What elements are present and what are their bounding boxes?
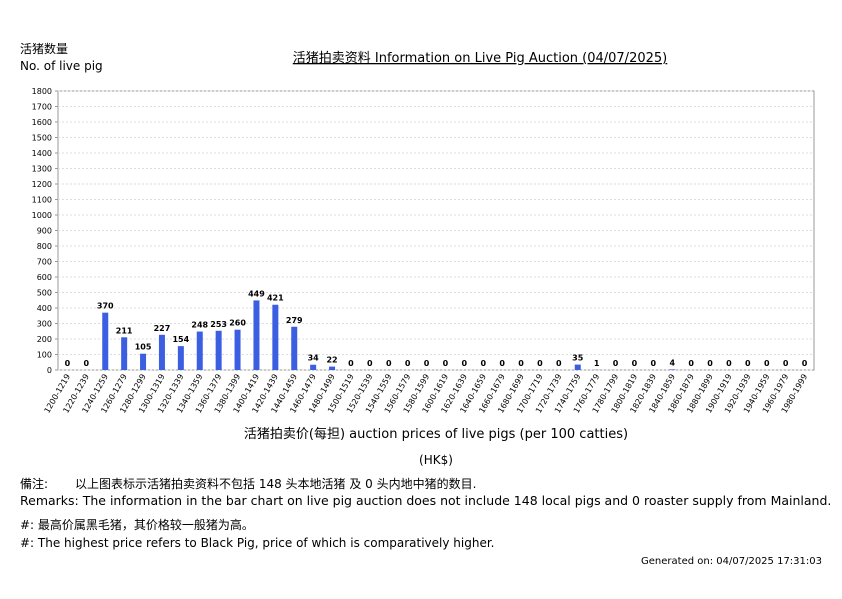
value-label: 279 — [286, 316, 303, 325]
y-tick-label: 1200 — [32, 180, 52, 189]
y-tick-label: 1100 — [32, 196, 52, 205]
bar — [669, 369, 675, 370]
value-label: 0 — [480, 359, 486, 368]
chart-title: 活猪拍卖资料 Information on Live Pig Auction (… — [293, 51, 667, 66]
bar — [253, 300, 259, 370]
x-axis-label: 活猪拍卖价(每担) auction prices of live pigs (p… — [244, 426, 628, 442]
value-label: 0 — [651, 359, 657, 368]
y-tick-label: 1000 — [32, 211, 52, 220]
remark-cn: 以上图表标示活猪拍卖资料不包括 148 头本地活猪 及 0 头内地中猪的数目. — [75, 476, 476, 491]
value-label: 0 — [518, 359, 524, 368]
value-label: 0 — [556, 359, 562, 368]
note-en: #: The highest price refers to Black Pig… — [20, 536, 494, 550]
value-label: 0 — [367, 359, 373, 368]
value-label: 34 — [308, 354, 320, 363]
y-tick-label: 1800 — [32, 87, 52, 96]
value-label: 0 — [462, 359, 468, 368]
remark-label: 備注: — [20, 476, 48, 491]
value-label: 0 — [726, 359, 732, 368]
y-label-en: No. of live pig — [20, 59, 103, 73]
y-tick-label: 1300 — [32, 165, 52, 174]
bar — [235, 330, 241, 370]
value-label: 227 — [154, 324, 171, 333]
y-tick-label: 1500 — [32, 134, 52, 143]
value-label: 248 — [191, 321, 208, 330]
value-label: 105 — [135, 343, 152, 352]
y-tick-label: 600 — [37, 273, 52, 282]
bar — [102, 313, 108, 370]
value-label: 0 — [764, 359, 770, 368]
value-label: 253 — [210, 320, 227, 329]
value-label: 0 — [405, 359, 411, 368]
value-label: 449 — [248, 289, 265, 298]
y-tick-label: 1700 — [32, 103, 52, 112]
value-label: 0 — [84, 359, 90, 368]
value-label: 0 — [537, 359, 543, 368]
y-tick-label: 700 — [37, 258, 52, 267]
value-label: 0 — [707, 359, 713, 368]
value-label: 211 — [116, 326, 133, 335]
bar — [329, 367, 335, 370]
value-label: 260 — [229, 319, 246, 328]
bar — [197, 332, 203, 370]
y-tick-label: 300 — [37, 320, 52, 329]
generated: Generated on: 04/07/2025 17:31:03 — [641, 556, 822, 567]
bar — [140, 354, 146, 370]
bar — [310, 365, 316, 370]
y-tick-label: 1600 — [32, 118, 52, 127]
value-label: 421 — [267, 294, 284, 303]
bar — [575, 365, 581, 370]
y-tick-label: 100 — [37, 351, 52, 360]
y-tick-label: 0 — [47, 366, 52, 375]
y-tick-label: 900 — [37, 227, 52, 236]
value-label: 0 — [688, 359, 694, 368]
value-label: 22 — [326, 356, 337, 365]
value-label: 0 — [632, 359, 638, 368]
value-label: 154 — [172, 335, 189, 344]
y-label-cn: 活猪数量 — [20, 41, 68, 56]
value-label: 0 — [613, 359, 619, 368]
value-label: 0 — [783, 359, 789, 368]
bar — [178, 346, 184, 370]
y-tick-label: 200 — [37, 335, 52, 344]
y-tick-label: 500 — [37, 289, 52, 298]
bar — [159, 335, 165, 370]
remark-en: Remarks: The information in the bar char… — [20, 493, 831, 508]
value-label: 0 — [443, 359, 449, 368]
y-tick-label: 800 — [37, 242, 52, 251]
value-label: 0 — [386, 359, 392, 368]
value-label: 0 — [424, 359, 430, 368]
value-label: 4 — [669, 358, 675, 367]
value-label: 370 — [97, 302, 114, 311]
value-label: 0 — [745, 359, 751, 368]
bar — [216, 331, 222, 370]
y-tick-label: 1400 — [32, 149, 52, 158]
value-label: 0 — [499, 359, 505, 368]
bar — [272, 305, 278, 370]
note-cn: #: 最高价属黑毛猪，其价格较一般猪为高。 — [20, 517, 254, 532]
value-label: 0 — [802, 359, 808, 368]
bar — [291, 327, 297, 370]
x-unit: (HK$) — [419, 453, 453, 467]
value-label: 1 — [594, 359, 600, 368]
value-label: 0 — [65, 359, 71, 368]
y-tick-label: 400 — [37, 304, 52, 313]
value-label: 0 — [348, 359, 354, 368]
bar — [121, 337, 127, 370]
value-label: 35 — [572, 354, 584, 363]
